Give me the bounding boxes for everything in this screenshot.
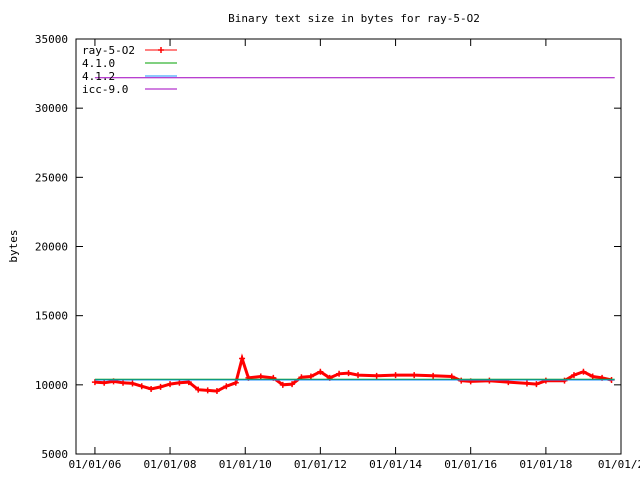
data-point	[157, 383, 164, 390]
y-tick-label: 35000	[35, 33, 68, 46]
data-point	[355, 372, 362, 379]
plot-frame	[75, 38, 622, 455]
data-point	[533, 381, 540, 388]
data-point	[101, 379, 108, 386]
x-tick-label: 01/01/08	[144, 458, 197, 471]
series-layer	[91, 77, 615, 395]
data-point	[345, 370, 352, 377]
legend-label: 4.1.2	[82, 70, 115, 83]
data-point	[289, 381, 296, 388]
data-point	[373, 372, 380, 379]
data-point	[392, 372, 399, 379]
data-point	[167, 381, 174, 388]
x-tick-label: 01/01/2	[598, 458, 640, 471]
data-point	[448, 373, 455, 380]
data-point	[138, 383, 145, 390]
data-point	[148, 385, 155, 392]
x-tick-label: 01/01/14	[369, 458, 422, 471]
y-tick-label: 30000	[35, 102, 68, 115]
data-point	[232, 379, 239, 386]
x-tick-label: 01/01/06	[68, 458, 121, 471]
data-point	[580, 368, 587, 375]
x-tick-label: 01/01/12	[294, 458, 347, 471]
x-axis: 01/01/06 01/01/08 01/01/10 01/01/12 01/01/14…	[68, 39, 640, 471]
x-tick-label: 01/01/10	[219, 458, 272, 471]
data-point	[213, 388, 220, 395]
data-point	[336, 370, 343, 377]
legend-label: icc-9.0	[82, 83, 128, 96]
y-tick-label: 10000	[35, 379, 68, 392]
data-point	[458, 377, 465, 384]
chart-title: Binary text size in bytes for ray-5-O2	[228, 12, 480, 25]
data-point	[523, 380, 530, 387]
y-axis: 5000 10000 15000 20000 25000 30000 35000	[35, 33, 621, 461]
y-tick-label: 20000	[35, 241, 68, 254]
data-point	[239, 355, 246, 362]
data-point	[411, 372, 418, 379]
data-point	[542, 377, 549, 384]
legend-marker	[158, 47, 164, 53]
data-point	[204, 387, 211, 394]
y-axis-label: bytes	[7, 229, 20, 262]
data-point	[486, 377, 493, 384]
data-point	[589, 373, 596, 380]
data-point	[129, 380, 136, 387]
y-tick-label: 15000	[35, 310, 68, 323]
data-point	[257, 373, 264, 380]
data-point	[223, 383, 230, 390]
data-point	[430, 372, 437, 379]
data-point	[561, 377, 568, 384]
data-point	[570, 372, 577, 379]
data-point	[307, 373, 314, 380]
data-point	[176, 379, 183, 386]
legend-label: 4.1.0	[82, 57, 115, 70]
x-tick-label: 01/01/16	[444, 458, 497, 471]
series-line-0	[94, 353, 612, 393]
y-tick-label: 5000	[42, 448, 69, 461]
data-point	[120, 379, 127, 386]
y-tick-label: 25000	[35, 171, 68, 184]
data-point	[195, 386, 202, 393]
legend-label: ray-5-O2	[82, 44, 135, 57]
x-tick-label: 01/01/18	[519, 458, 572, 471]
data-point	[279, 381, 286, 388]
data-point	[317, 368, 324, 375]
